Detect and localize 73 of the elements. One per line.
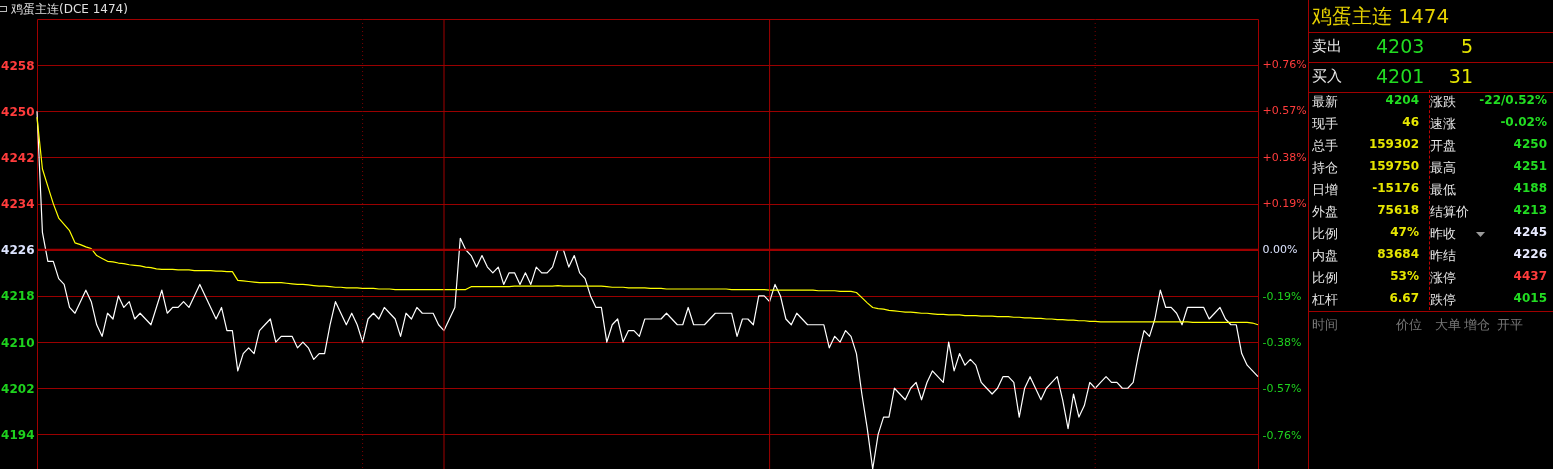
y-tick-label: 4242 [1,150,35,165]
text: 开盘 [1430,137,1456,155]
y2-tick-label: -0.57% [1262,382,1302,396]
text: 增仓 [1464,316,1490,334]
text: 4188 [1513,181,1547,195]
y-tick-label: 4218 [1,289,35,304]
text: 比例 [1312,225,1338,243]
y2-tick-label: -0.19% [1262,289,1302,303]
text: 4226 [1513,247,1547,261]
text: 47% [1390,225,1419,239]
text: 持仓 [1312,159,1338,177]
text: 买入 [1312,67,1342,86]
y2-tick-label: -0.38% [1262,335,1302,349]
text: 75618 [1377,203,1419,217]
text: 开平 [1497,316,1523,334]
y-tick-label: 4234 [1,197,35,212]
text: 53% [1390,269,1419,283]
text: -22/0.52% [1479,93,1547,107]
text: 4213 [1513,203,1547,217]
text: 速涨 [1430,115,1456,133]
text: 涨跌 [1430,93,1456,111]
text: -15176 [1372,181,1419,195]
text: 159750 [1368,159,1419,173]
y2-tick-label: +0.57% [1262,104,1307,118]
text: 日增 [1312,181,1338,199]
text: 昨结 [1430,247,1456,265]
text: 内盘 [1312,247,1338,265]
y-tick-label: 4258 [1,58,35,73]
text: 4437 [1513,269,1547,283]
text: 最高 [1430,159,1456,177]
text: 4251 [1513,159,1547,173]
text: 最低 [1430,181,1456,199]
y2-tick-label: +0.19% [1262,197,1307,211]
y2-tick-label: -0.76% [1262,428,1302,442]
y-tick-label: 4194 [1,427,35,442]
y-tick-label: 4202 [1,381,35,396]
text: 大单 [1435,316,1461,334]
text: 时间 [1312,316,1338,334]
text: 比例 [1312,269,1338,287]
y-tick-label: 4210 [1,335,35,350]
y-tick-label: 4250 [1,104,35,119]
text: 4250 [1513,137,1547,151]
text: 46 [1402,115,1419,129]
text: -0.02% [1500,115,1547,129]
text: 结算价 [1430,203,1469,221]
text: 杠杆 [1312,291,1338,309]
text: 现手 [1312,115,1338,133]
text: 5 [1460,35,1473,57]
text: 83684 [1377,247,1419,261]
text: 跌停 [1430,291,1456,309]
y2-tick-label: 0.00% [1262,243,1298,257]
text: 4203 [1376,35,1425,57]
text: 4015 [1513,291,1547,305]
text: 昨收 [1430,225,1456,243]
text: 鸡蛋主连 1474 [1312,3,1450,30]
text: 价位 [1396,316,1422,334]
text: 4245 [1513,225,1547,239]
text: 卖出 [1312,37,1342,56]
y2-tick-label: +0.38% [1262,150,1307,164]
text: 外盘 [1312,203,1338,221]
text: 6.67 [1389,291,1419,305]
y-tick-label: 4226 [1,243,35,258]
text: 4204 [1385,93,1419,107]
text: 31 [1448,65,1473,87]
chart-title: 鸡蛋主连(DCE 1474) [11,2,128,16]
text: 总手 [1312,137,1338,155]
y2-tick-label: +0.76% [1262,58,1307,72]
text: 159302 [1368,137,1419,151]
line-series [36,110,1259,469]
text: 涨停 [1430,269,1456,287]
text: 4201 [1376,65,1425,87]
line-series [36,116,1259,326]
text: 最新 [1312,93,1338,111]
